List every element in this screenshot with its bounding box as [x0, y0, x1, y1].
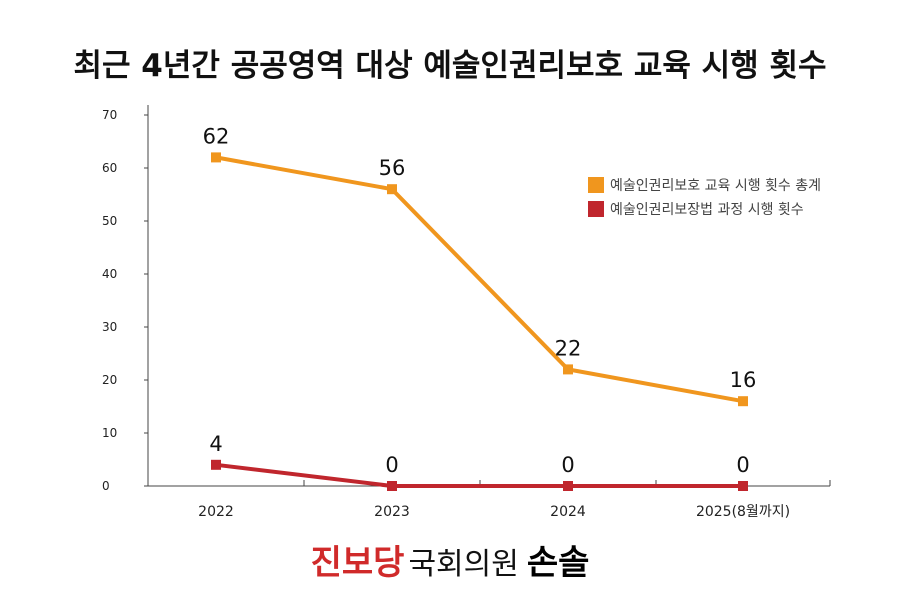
- party-logo: 진보당: [310, 543, 405, 583]
- legend-label-total: 예술인권리보호 교육 시행 횟수 총계: [610, 178, 821, 194]
- member-name: 손솔: [526, 543, 590, 583]
- y-tick-label: 30: [102, 320, 117, 334]
- x-tick-label: 2025(8월까지): [696, 504, 790, 520]
- y-tick-label: 20: [102, 373, 117, 387]
- data-label: 4: [209, 432, 222, 456]
- y-tick-label: 70: [102, 108, 117, 122]
- data-point: [387, 184, 397, 195]
- data-point: [738, 396, 748, 407]
- data-point: [387, 481, 397, 491]
- data-point: [211, 152, 221, 163]
- data-point: [563, 364, 573, 375]
- data-point: [563, 481, 573, 491]
- legend-label-law: 예술인권리보장법 과정 시행 횟수: [610, 202, 804, 218]
- legend-swatch-total: [588, 177, 604, 193]
- y-tick-label: 60: [102, 161, 117, 175]
- series-line-0: [215, 155, 744, 404]
- role-text: 국회의원: [408, 547, 519, 582]
- data-point: [738, 481, 748, 491]
- legend-item-total: 예술인권리보호 교육 시행 횟수 총계: [588, 173, 821, 197]
- data-label: 56: [379, 156, 406, 180]
- data-label: 22: [555, 336, 582, 360]
- series-line-1: [215, 462, 743, 488]
- y-tick-label: 10: [102, 426, 117, 440]
- legend-swatch-law: [588, 201, 604, 217]
- data-point: [211, 459, 221, 470]
- legend: 예술인권리보호 교육 시행 횟수 총계 예술인권리보장법 과정 시행 횟수: [588, 173, 821, 221]
- x-tick-label: 2023: [374, 504, 410, 520]
- y-tick-label: 40: [102, 267, 117, 281]
- y-tick-label: 0: [102, 479, 110, 493]
- data-label: 0: [736, 453, 749, 477]
- data-label: 0: [385, 453, 398, 477]
- data-label: 62: [203, 124, 230, 148]
- x-tick-label: 2024: [550, 504, 586, 520]
- y-tick-label: 50: [102, 214, 117, 228]
- legend-item-law: 예술인권리보장법 과정 시행 횟수: [588, 197, 821, 221]
- footer-credit: 진보당 국회의원 손솔: [0, 535, 900, 584]
- chart-title: 최근 4년간 공공영역 대상 예술인권리보호 교육 시행 횟수: [73, 48, 827, 84]
- data-label: 0: [561, 453, 574, 477]
- data-label: 16: [730, 368, 757, 392]
- x-tick-label: 2022: [198, 504, 234, 520]
